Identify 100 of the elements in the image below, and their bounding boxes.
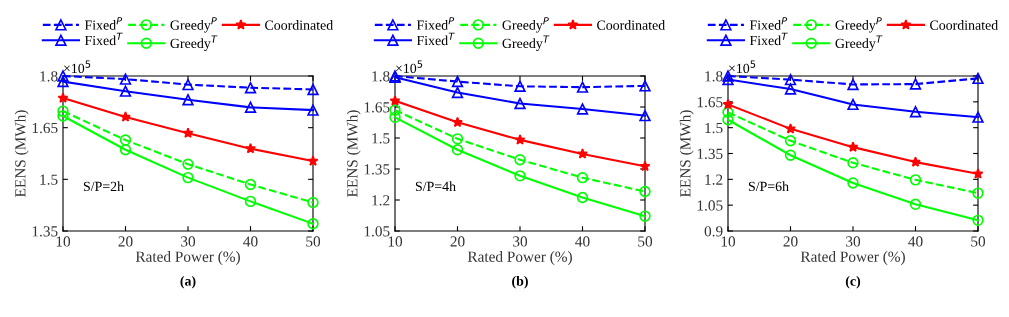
text: (b): [512, 275, 528, 289]
point: [452, 116, 463, 128]
point: [576, 171, 589, 184]
x-tick-label: 30: [846, 236, 861, 247]
point: [847, 157, 859, 169]
y-tick-label: 1.05: [364, 226, 390, 237]
point: [784, 83, 797, 95]
x-tick-label: 20: [783, 236, 798, 247]
point: [307, 196, 319, 209]
point: [576, 81, 589, 93]
point: [972, 168, 984, 179]
point: [909, 106, 922, 118]
point: [57, 105, 69, 117]
point: [722, 73, 734, 86]
point: [451, 133, 464, 145]
point: [514, 154, 526, 166]
x-tick-label: 40: [243, 236, 258, 247]
point: [120, 111, 131, 122]
point: [451, 86, 464, 99]
point: [389, 111, 401, 124]
legend-label: Greedy$^{P}$: [835, 17, 882, 33]
point: [972, 111, 984, 123]
point: [307, 218, 319, 230]
y-axis-title: EENS (MWh): [679, 110, 694, 197]
x-tick-label: 40: [908, 236, 923, 247]
x-axis-title: Rated Power (%): [135, 251, 240, 265]
legend-label: Coordinated: [265, 20, 333, 30]
point: [847, 141, 859, 152]
annotation: S/P=2h: [83, 181, 124, 192]
y-tick-label: 1.65: [364, 102, 390, 113]
point: [576, 103, 589, 115]
x-tick-label: 20: [118, 236, 133, 247]
y-tick-label: 1.5: [705, 122, 723, 134]
legend-label: Fixed$^{T}$: [416, 32, 455, 46]
y-tick-label: 1.05: [697, 200, 723, 211]
x-axis-title: Rated Power (%): [467, 251, 572, 265]
point: [514, 97, 526, 110]
x-tick-label: 50: [638, 236, 653, 247]
x-tick-label: 20: [450, 236, 465, 247]
y-axis-title: EENS (MWh): [14, 110, 29, 197]
point: [972, 187, 984, 199]
point: [909, 198, 922, 211]
text: ×10$^{5}$: [396, 60, 423, 74]
point: [784, 135, 797, 147]
legend-label: Greedy$^{P}$: [170, 17, 217, 33]
point: [847, 177, 859, 189]
legend-label: Fixed$^{P}$: [416, 17, 455, 30]
x-tick-label: 10: [721, 236, 736, 247]
x-tick-label: 10: [56, 236, 71, 247]
x-tick-label: 30: [513, 236, 528, 247]
y-tick-label: 1.5: [372, 133, 390, 144]
legend-label: Coordinated: [597, 20, 665, 30]
point: [972, 214, 984, 227]
point: [182, 158, 194, 170]
legend-label: Fixed$^{P}$: [749, 17, 788, 30]
legend-label: Greedy$^{T}$: [502, 35, 550, 51]
point: [119, 134, 132, 146]
point: [577, 148, 588, 159]
point: [847, 98, 859, 111]
text: ×10$^{5}$: [729, 60, 756, 74]
point: [784, 149, 797, 161]
point: [722, 98, 734, 110]
point: [909, 174, 922, 186]
annotation: S/P=4h: [415, 181, 456, 192]
point: [451, 75, 464, 88]
point: [847, 78, 859, 91]
y-tick-label: 1.5: [40, 174, 58, 185]
point: [57, 75, 69, 88]
point: [119, 73, 132, 85]
x-tick-label: 50: [306, 236, 321, 247]
y-tick-label: 1.35: [32, 226, 58, 237]
y-tick-label: 1.8: [372, 71, 390, 82]
point: [244, 195, 257, 208]
legend-label: Fixed$^{T}$: [84, 32, 123, 46]
x-axis-title: Rated Power (%): [800, 251, 905, 265]
point: [639, 185, 651, 198]
legend-label: Greedy$^{T}$: [170, 35, 218, 51]
y-tick-label: 1.65: [32, 122, 58, 134]
point: [245, 142, 256, 154]
legend-label: Coordinated: [930, 20, 998, 30]
point: [451, 144, 464, 156]
point: [307, 83, 319, 96]
point: [639, 210, 651, 222]
point: [307, 155, 319, 166]
point: [722, 114, 734, 126]
point: [182, 171, 194, 184]
point: [389, 104, 401, 116]
y-tick-label: 1.35: [697, 148, 723, 160]
y-tick-label: 1.65: [697, 97, 723, 108]
point: [182, 127, 194, 138]
y-axis-title: EENS (MWh): [346, 110, 361, 197]
point: [639, 160, 651, 172]
legend-label: Fixed$^{P}$: [84, 17, 123, 30]
point: [119, 144, 132, 156]
point: [389, 95, 401, 106]
point: [784, 73, 797, 86]
y-tick-label: 1.2: [705, 174, 723, 185]
legend-label: Fixed$^{T}$: [749, 32, 788, 46]
point: [576, 191, 589, 204]
x-tick-label: 30: [181, 236, 196, 247]
